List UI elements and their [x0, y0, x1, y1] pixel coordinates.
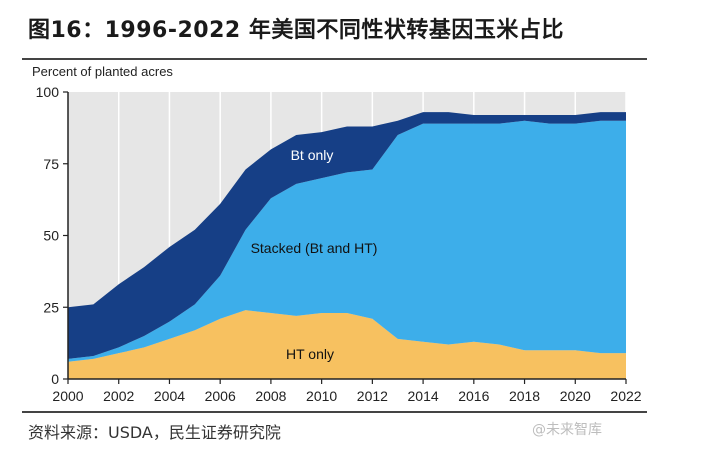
figure-title: 图16：1996-2022 年美国不同性状转基因玉米占比 [28, 18, 564, 43]
x-tick-label: 2016 [458, 388, 489, 404]
x-tick-label: 2022 [610, 388, 641, 404]
y-tick-label: 75 [43, 156, 59, 172]
y-tick-labels: 0 25 50 75 100 [36, 84, 68, 387]
y-tick-label: 50 [43, 228, 59, 244]
title-divider [22, 58, 647, 60]
series-label-bt-only: Bt only [291, 147, 334, 163]
x-tick-label: 2018 [509, 388, 540, 404]
y-axis-label: Percent of planted acres [32, 64, 173, 79]
area-ht-only [68, 310, 626, 379]
series-label-ht-only: HT only [286, 346, 334, 362]
x-tick-label: 2014 [408, 388, 439, 404]
x-tick-label: 2006 [205, 388, 236, 404]
x-tick-label: 2004 [154, 388, 185, 404]
x-tick-labels: 2000 2002 2004 2006 2008 2010 2012 2014 2016 2018… [52, 379, 642, 404]
watermark: @未来智库 [532, 422, 602, 438]
x-tick-label: 2020 [560, 388, 591, 404]
y-tick-label: 100 [36, 84, 60, 100]
footer-divider [22, 411, 647, 413]
x-tick-label: 2012 [357, 388, 388, 404]
series-areas [68, 112, 626, 379]
y-tick-label: 25 [43, 299, 59, 315]
x-tick-label: 2000 [52, 388, 83, 404]
series-label-stacked: Stacked (Bt and HT) [251, 240, 378, 256]
x-tick-label: 2002 [103, 388, 134, 404]
area-bt-only [68, 112, 626, 359]
x-tick-label: 2010 [306, 388, 337, 404]
area-stacked [68, 120, 626, 362]
y-tick-label: 0 [51, 371, 59, 387]
source-note: 资料来源：USDA，民生证券研究院 [28, 423, 281, 442]
x-tick-label: 2008 [255, 388, 286, 404]
